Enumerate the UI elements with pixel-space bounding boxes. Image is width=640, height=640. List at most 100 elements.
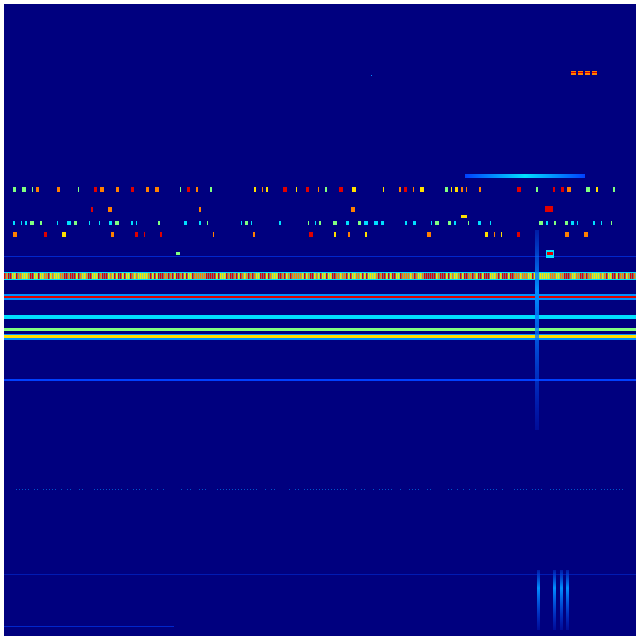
noise-band-tick (380, 273, 382, 279)
signal-segment (207, 221, 208, 225)
noise-band-tick (178, 273, 180, 279)
dotted-line-dot (304, 489, 305, 490)
dotted-line-dot (109, 489, 110, 490)
dotted-line-dot (535, 489, 536, 490)
signal-segment (136, 221, 137, 225)
signal-segment (613, 187, 615, 192)
dotted-line-dot (22, 489, 23, 490)
dotted-line-dot (364, 489, 365, 490)
noise-band-tick (356, 273, 358, 279)
dotted-line-dot (595, 489, 596, 490)
dotted-line-dot (295, 489, 296, 490)
dotted-line-dot (181, 489, 182, 490)
noise-band-tick (292, 273, 294, 279)
dotted-line-dot (613, 489, 614, 490)
signal-segment (346, 221, 349, 225)
signal-segment (144, 232, 145, 237)
signal-segment (561, 187, 564, 192)
noise-band-tick (412, 273, 414, 279)
noise-band-tick (478, 273, 480, 279)
noise-band-tick (464, 273, 466, 279)
noise-band-tick (148, 273, 150, 279)
dotted-line-dot (583, 489, 584, 490)
noise-band-tick (574, 273, 576, 279)
noise-band-tick (526, 273, 528, 279)
signal-segment (111, 232, 114, 237)
noise-band-tick (134, 273, 136, 279)
dotted-line-dot (340, 489, 341, 490)
noise-band-tick (52, 273, 54, 279)
noise-band-tick (512, 273, 514, 279)
noise-band-tick (234, 273, 236, 279)
noise-band-tick (336, 273, 338, 279)
noise-band-tick (212, 273, 214, 279)
noise-band-tick (140, 273, 142, 279)
signal-segment (451, 187, 452, 192)
signal-segment (554, 221, 556, 225)
noise-band-tick (62, 273, 64, 279)
signal-segment (339, 187, 343, 192)
dotted-line-dot (496, 489, 497, 490)
signal-segment (333, 221, 337, 225)
noise-band-tick (460, 273, 462, 279)
signal-segment (131, 187, 134, 192)
noise-band-tick (116, 273, 118, 279)
dotted-line-dot (538, 489, 539, 490)
noise-band-tick (220, 273, 222, 279)
noise-band-tick (516, 273, 518, 279)
dotted-line-dot (319, 489, 320, 490)
dotted-line-dot (103, 489, 104, 490)
signal-segment (21, 221, 22, 225)
noise-band-tick (632, 273, 634, 279)
noise-band-tick (572, 273, 574, 279)
dotted-line-dot (43, 489, 44, 490)
noise-band-tick (436, 273, 438, 279)
dotted-line-dot (415, 489, 416, 490)
noise-band-tick (250, 273, 252, 279)
noise-band-tick (288, 273, 290, 279)
dotted-line-dot (313, 489, 314, 490)
signal-segment (478, 221, 481, 225)
signal-segment (210, 187, 212, 192)
noise-band-tick (562, 273, 564, 279)
noise-band-tick (554, 273, 556, 279)
dotted-line-dot (517, 489, 518, 490)
noise-band-tick (362, 273, 364, 279)
dotted-line-dot (61, 489, 62, 490)
noise-band-tick (22, 273, 24, 279)
noise-band-tick (272, 273, 274, 279)
noise-band-tick (462, 273, 464, 279)
signal-segment (427, 232, 431, 237)
noise-band-tick (112, 273, 114, 279)
dotted-line-dot (199, 489, 200, 490)
signal-segment (40, 221, 42, 225)
noise-band-tick (474, 273, 476, 279)
dotted-line-dot (226, 489, 227, 490)
noise-band-tick (338, 273, 340, 279)
vertical-line-bottom (560, 570, 563, 630)
dotted-line-dot (622, 489, 623, 490)
signal-segment (22, 187, 26, 192)
signal-segment (184, 221, 187, 225)
noise-band-tick (36, 273, 38, 279)
dotted-line-dot (163, 489, 164, 490)
noise-band-tick (228, 273, 230, 279)
noise-band-tick (524, 273, 526, 279)
dotted-line-dot (493, 489, 494, 490)
vertical-line-bottom (553, 570, 556, 630)
signal-segment (319, 221, 321, 225)
noise-band-tick (328, 273, 330, 279)
dotted-line-dot (610, 489, 611, 490)
noise-band-tick (580, 273, 582, 279)
signal-segment (399, 187, 401, 192)
signal-segment (13, 187, 16, 192)
noise-band-tick (566, 273, 568, 279)
signal-segment (445, 187, 448, 192)
noise-band-tick (448, 273, 450, 279)
noise-band-tick (414, 273, 416, 279)
noise-band-tick (552, 273, 554, 279)
signal-segment (131, 221, 133, 225)
noise-band-tick (470, 273, 472, 279)
noise-band-tick (156, 273, 158, 279)
noise-band-tick (610, 273, 612, 279)
